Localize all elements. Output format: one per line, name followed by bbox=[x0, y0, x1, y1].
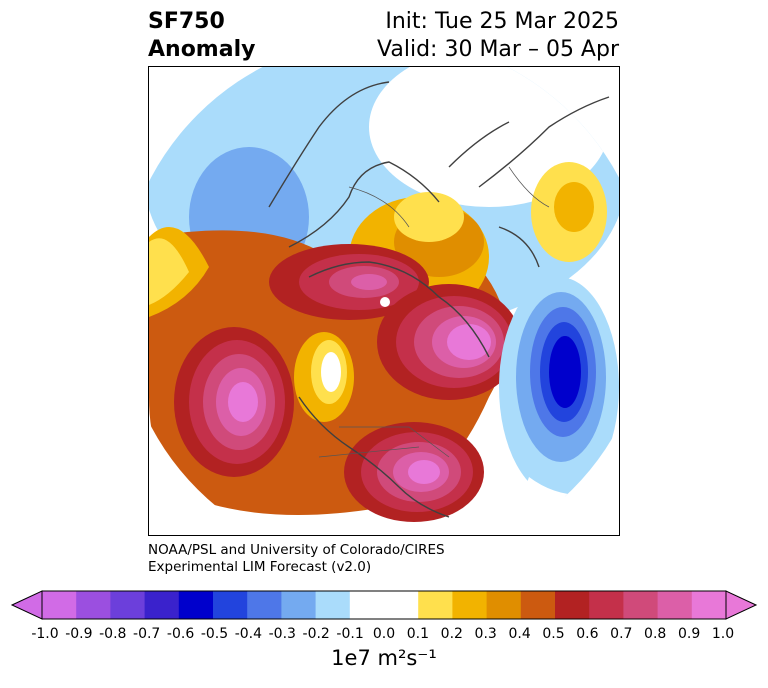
colorbar-tick-label: -0.2 bbox=[302, 626, 330, 642]
colorbar-cell bbox=[691, 591, 727, 619]
colorbar-tick-label: -0.6 bbox=[166, 626, 195, 642]
colorbar-cell bbox=[452, 591, 488, 619]
anomaly-field bbox=[149, 67, 619, 535]
colorbar-tick-label: 0.8 bbox=[644, 626, 667, 642]
colorbar-tick-label: -0.9 bbox=[65, 626, 93, 642]
colorbar-cell bbox=[418, 591, 453, 619]
colorbar-tick-label: -0.8 bbox=[99, 626, 127, 642]
colorbar-cell bbox=[657, 591, 693, 619]
variable-label: SF750 bbox=[148, 9, 225, 34]
colorbar-tick-label: -0.3 bbox=[268, 626, 296, 642]
polar-stereographic-map bbox=[148, 66, 620, 536]
colorbar-cell bbox=[589, 591, 624, 619]
colorbar-cell bbox=[42, 591, 77, 619]
coastlines bbox=[268, 81, 610, 518]
colorbar-tick-label: 0.9 bbox=[677, 626, 701, 642]
colorbar-tick-label: 0.0 bbox=[372, 626, 396, 642]
colorbar-extend-low bbox=[10, 590, 43, 620]
colorbar-label: 1e7 m²s⁻¹ bbox=[331, 646, 437, 670]
colorbar bbox=[10, 590, 758, 620]
credit-line-1: NOAA/PSL and University of Colorado/CIRE… bbox=[148, 542, 445, 558]
colorbar-cell bbox=[110, 591, 146, 619]
borders bbox=[318, 166, 550, 458]
colorbar-cell bbox=[623, 591, 659, 619]
colorbar-cell bbox=[315, 591, 351, 619]
colorbar-tick-label: 0.1 bbox=[406, 626, 430, 642]
colorbar-extend-high bbox=[725, 590, 758, 620]
plot-title-right: Init: Tue 25 Mar 2025 Valid: 30 Mar – 05… bbox=[377, 8, 619, 64]
colorbar-tick-label: -0.4 bbox=[234, 626, 263, 642]
colorbar-tick-label: 0.7 bbox=[610, 626, 633, 642]
init-date-label: Init: Tue 25 Mar 2025 bbox=[385, 9, 619, 34]
colorbar-tick-label: 0.2 bbox=[440, 626, 463, 642]
colorbar-tick-label: -0.7 bbox=[133, 626, 161, 642]
colorbar-tick-label: -1.0 bbox=[31, 626, 59, 642]
colorbar-cell bbox=[213, 591, 248, 619]
colorbar-cell bbox=[247, 591, 282, 619]
colorbar-cell bbox=[384, 591, 419, 619]
colorbar-cell bbox=[76, 591, 111, 619]
colorbar-cell bbox=[349, 591, 385, 619]
colorbar-cell bbox=[281, 591, 317, 619]
plot-title-left: SF750 Anomaly bbox=[148, 8, 255, 64]
credit-line-2: Experimental LIM Forecast (v2.0) bbox=[148, 559, 372, 575]
colorbar-cell bbox=[520, 591, 556, 619]
colorbar-ticks: -1.0 -0.9 -0.8 -0.7 -0.6 -0.5 -0.4 -0.3 -0.2 -0.1… bbox=[0, 626, 768, 646]
colorbar-tick-label: -0.1 bbox=[336, 626, 364, 642]
colorbar-tick-label: 0.5 bbox=[542, 626, 565, 642]
colorbar-cell bbox=[486, 591, 522, 619]
anomaly-label: Anomaly bbox=[148, 37, 256, 62]
colorbar-cell bbox=[555, 591, 590, 619]
valid-date-label: Valid: 30 Mar – 05 Apr bbox=[377, 37, 619, 62]
colorbar-tick-label: 0.4 bbox=[508, 626, 531, 642]
credit-text: NOAA/PSL and University of Colorado/CIRE… bbox=[148, 542, 445, 576]
colorbar-tick-label: 0.3 bbox=[474, 626, 497, 642]
colorbar-cell bbox=[178, 591, 214, 619]
colorbar-tick-label: 1.0 bbox=[711, 626, 735, 642]
colorbar-tick-label: -0.5 bbox=[200, 626, 229, 642]
colorbar-cell bbox=[144, 591, 180, 619]
colorbar-tick-label: 0.6 bbox=[576, 626, 599, 642]
